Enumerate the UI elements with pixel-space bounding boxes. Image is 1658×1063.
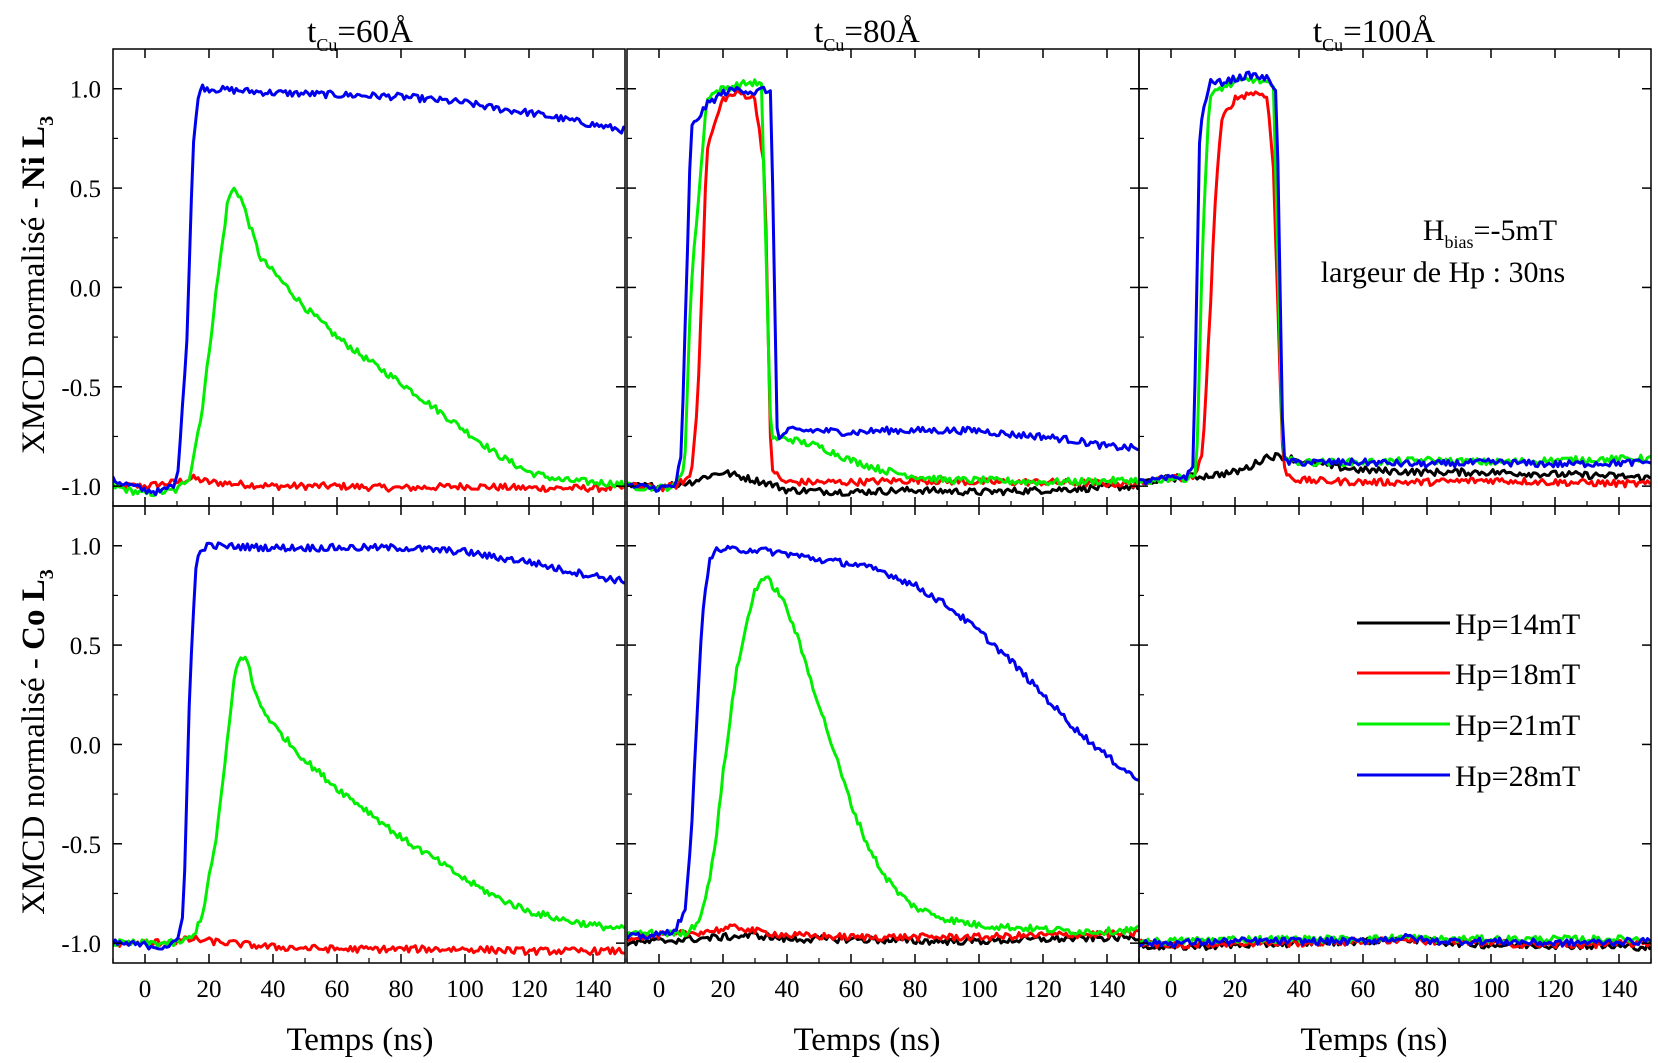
y-tick-label: 1.0 xyxy=(70,77,101,104)
legend: Hp=14mT Hp=18mT Hp=21mT Hp=28mT xyxy=(1357,608,1580,793)
y-tick-label: 0.0 xyxy=(70,732,101,759)
x-tick-label: 60 xyxy=(325,976,350,1003)
x-tick-label: 40 xyxy=(775,976,800,1003)
series-line-18mt xyxy=(113,473,625,493)
y-axis-label-ni: XMCD normalisé - Ni L3 xyxy=(16,116,58,454)
x-tick-label: 140 xyxy=(1600,976,1638,1003)
x-tick-label: 80 xyxy=(1415,976,1440,1003)
x-tick-label: 140 xyxy=(574,976,612,1003)
series-line-28mt xyxy=(113,83,625,497)
column-title-2: tCu=80Å xyxy=(814,13,920,55)
y-tick-label: -1.0 xyxy=(61,931,101,958)
panel-row1-col1: 1.0 0.5 0.0 -0.5 -1.0 xyxy=(61,48,626,507)
panel-row1-col3 xyxy=(1138,48,1652,507)
x-tick-label: 40 xyxy=(261,976,286,1003)
x-tick-label: 100 xyxy=(446,976,484,1003)
series-line-28mt xyxy=(1139,932,1651,948)
x-tick-label: 0 xyxy=(139,976,152,1003)
x-tick-label: 120 xyxy=(1024,976,1062,1003)
x-tick-label: 0 xyxy=(653,976,666,1003)
panels-group: 1.0 0.5 0.0 -0.5 -1.0 1.0 0.5 0.0 -0.5 -1.0 0 20 40 6… xyxy=(61,48,1652,1003)
x-tick-label: 140 xyxy=(1088,976,1126,1003)
series-group xyxy=(627,78,1139,497)
series-group xyxy=(113,83,625,498)
x-tick-label: 80 xyxy=(903,976,928,1003)
x-tick-label: 120 xyxy=(1536,976,1574,1003)
x-tick-label: 40 xyxy=(1287,976,1312,1003)
y-tick-label: 0.0 xyxy=(70,275,101,302)
x-axis-label-3: Temps (ns) xyxy=(1300,1022,1447,1058)
legend-label-21mT: Hp=21mT xyxy=(1455,709,1580,742)
x-tick-label: 80 xyxy=(389,976,414,1003)
x-tick-label: 20 xyxy=(197,976,222,1003)
annotation-hbias: Hbias=-5mT xyxy=(1423,214,1557,252)
x-tick-label: 20 xyxy=(1223,976,1248,1003)
x-tick-label: 20 xyxy=(711,976,736,1003)
series-line-28mt xyxy=(113,541,625,951)
x-tick-label: 60 xyxy=(839,976,864,1003)
y-tick-label: -0.5 xyxy=(61,375,101,402)
series-group xyxy=(1139,932,1651,952)
y-tick-label: -1.0 xyxy=(61,474,101,501)
x-axis-label-1: Temps (ns) xyxy=(286,1022,433,1058)
series-line-21mt xyxy=(113,655,625,948)
series-line-18mt xyxy=(113,934,625,956)
column-title-3: tCu=100Å xyxy=(1313,13,1435,55)
y-axis-label-co: XMCD normalisé - Co L3 xyxy=(16,569,58,914)
panel-row2-col1: 1.0 0.5 0.0 -0.5 -1.0 0 20 40 60 80 100 120 140 xyxy=(61,505,626,1003)
panel-row2-col2: 0 20 40 60 80 100 120 140 xyxy=(626,505,1140,1003)
series-line-14mt xyxy=(1139,452,1651,485)
x-tick-label: 100 xyxy=(960,976,998,1003)
x-tick-label: 60 xyxy=(1351,976,1376,1003)
series-line-18mt xyxy=(1139,90,1651,489)
series-line-21mt xyxy=(627,575,1139,938)
y-tick-label: 0.5 xyxy=(70,633,101,660)
series-line-21mt xyxy=(627,78,1139,493)
x-tick-label: 0 xyxy=(1165,976,1178,1003)
series-group xyxy=(627,544,1139,947)
legend-label-18mT: Hp=18mT xyxy=(1455,658,1580,691)
panel-row2-col3: 0 20 40 60 80 100 120 140 xyxy=(1138,505,1652,1003)
y-tick-label: -0.5 xyxy=(61,832,101,859)
series-group xyxy=(1139,70,1651,489)
x-tick-label: 100 xyxy=(1472,976,1510,1003)
annotation-pulse-width: largeur de Hp : 30ns xyxy=(1321,256,1565,289)
legend-label-14mT: Hp=14mT xyxy=(1455,608,1580,641)
series-line-28mt xyxy=(1139,70,1651,486)
y-tick-label: 0.5 xyxy=(70,176,101,203)
series-line-18mt xyxy=(627,89,1139,493)
panel-frame xyxy=(626,505,1140,964)
legend-label-28mT: Hp=28mT xyxy=(1455,760,1580,793)
x-axis-label-2: Temps (ns) xyxy=(793,1022,940,1058)
series-line-28mt xyxy=(627,544,1139,941)
x-tick-label: 120 xyxy=(510,976,548,1003)
panel-row1-col2 xyxy=(626,48,1140,507)
series-group xyxy=(113,541,625,956)
series-line-28mt xyxy=(627,85,1139,493)
series-line-14mt xyxy=(627,469,1139,497)
column-title-1: tCu=60Å xyxy=(307,13,413,55)
series-line-21mt xyxy=(113,186,625,498)
series-line-18mt xyxy=(627,923,1139,942)
y-tick-label: 1.0 xyxy=(70,534,101,561)
